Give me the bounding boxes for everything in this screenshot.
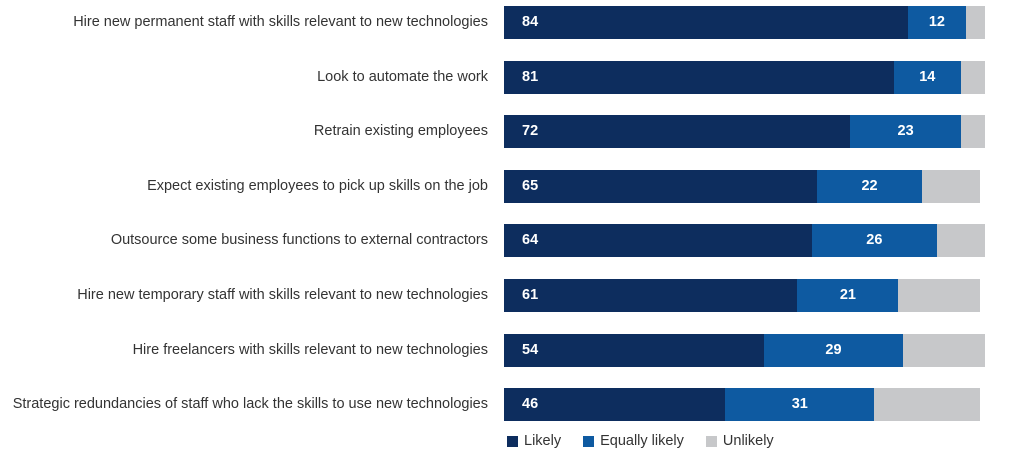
category-label: Strategic redundancies of staff who lack… [12,396,488,413]
bar-segment-likely: 72 [504,115,851,149]
data-label-likely: 84 [522,14,539,30]
category-label: Hire freelancers with skills relevant to… [132,341,488,358]
chart-row: Strategic redundancies of staff who lack… [0,388,1024,422]
data-label-likely: 54 [522,341,539,358]
data-label-equally-likely: 12 [928,14,945,30]
bar-segment-unlikely [960,115,985,149]
bar-segment-likely: 46 [504,388,726,422]
bar-segment-equally-likely: 14 [893,60,961,94]
data-label-likely: 46 [522,396,539,413]
chart-row: Look to automate the work 81 14 [0,60,1024,94]
bar-segment-likely: 84 [504,6,909,39]
data-label-equally-likely: 14 [919,68,936,85]
data-label-equally-likely: 23 [897,123,914,140]
category-label: Outsource some business functions to ext… [110,232,488,249]
category-label: Hire new temporary staff with skills rel… [77,287,488,303]
data-label-likely: 64 [522,232,539,249]
bar-segment-likely: 81 [504,60,894,94]
bar-segment-unlikely [922,169,981,203]
category-label: Expect existing employees to pick up ski… [147,177,488,194]
data-label-likely: 65 [522,177,539,194]
chart-row: Retrain existing employees 72 23 [0,115,1024,149]
bar-segment-equally-likely: 26 [811,224,937,258]
bar-segment-equally-likely: 31 [725,388,875,422]
legend-label-equally-likely: Equally likely [600,433,684,449]
bar-segment-equally-likely: 29 [763,333,904,367]
chart-row: Hire new permanent staff with skills rel… [0,6,1024,39]
legend-swatch-likely [507,435,518,447]
chart-row: Hire freelancers with skills relevant to… [0,333,1024,367]
bar-segment-likely: 54 [504,333,764,367]
bar-segment-equally-likely: 22 [816,169,923,203]
bar-segment-likely: 64 [504,224,812,258]
legend-swatch-equally-likely [583,435,595,447]
chart-row: Outsource some business functions to ext… [0,224,1024,258]
bar-segment-equally-likely: 21 [797,279,899,312]
data-label-equally-likely: 29 [825,341,842,358]
data-label-likely: 72 [522,123,539,140]
category-label: Retrain existing employees [313,123,488,140]
bar-segment-unlikely [960,60,985,94]
category-label: Hire new permanent staff with skills rel… [73,14,488,30]
data-label-equally-likely: 26 [866,232,883,249]
data-label-likely: 61 [522,287,539,303]
legend-item-unlikely: Unlikely [705,433,774,449]
bar-segment-unlikely [898,279,981,312]
legend-item-likely: Likely [507,433,561,449]
bar-segment-unlikely [903,333,985,367]
data-label-likely: 81 [522,68,539,85]
chart-row: Expect existing employees to pick up ski… [0,169,1024,203]
data-label-equally-likely: 22 [861,177,878,194]
bar-segment-equally-likely: 12 [908,6,966,39]
bar-segment-unlikely [936,224,985,258]
bar-segment-equally-likely: 23 [850,115,961,149]
category-label: Look to automate the work [317,68,488,85]
bar-segment-likely: 65 [504,169,817,203]
legend-label-likely: Likely [524,433,562,449]
bar-segment-likely: 61 [504,279,798,312]
data-label-equally-likely: 21 [839,287,856,303]
legend-item-equally-likely: Equally likely [583,433,684,449]
bar-segment-unlikely [874,388,981,422]
bar-segment-unlikely [965,6,985,39]
chart-row: Hire new temporary staff with skills rel… [0,279,1024,312]
chart-legend: Likely Equally likely Unlikely [507,431,774,451]
legend-label-unlikely: Unlikely [722,433,774,449]
data-label-equally-likely: 31 [791,396,808,413]
legend-swatch-unlikely [705,435,717,447]
